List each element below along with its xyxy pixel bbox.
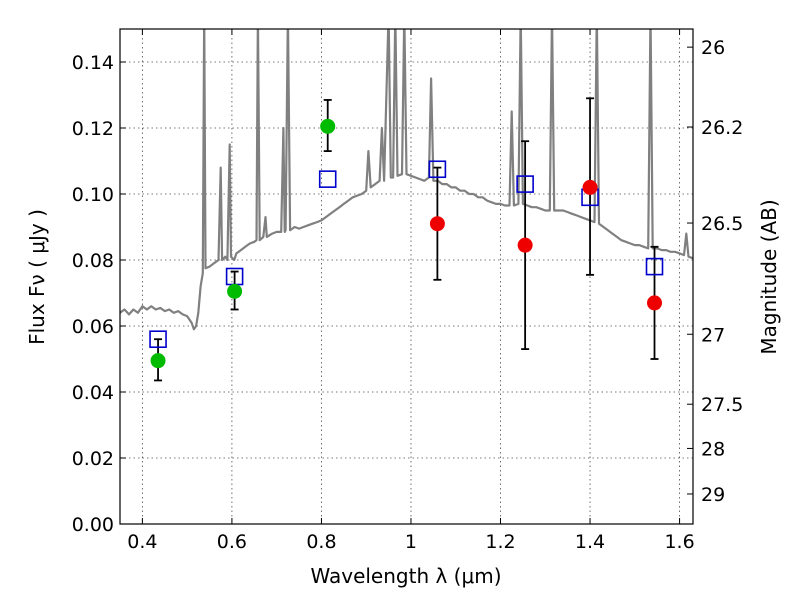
right-tick-label: 26	[701, 37, 725, 59]
y-tick-label: 0.08	[72, 250, 114, 272]
points-layer	[149, 118, 664, 369]
model-flux-square	[645, 257, 664, 276]
green-flux-point	[150, 353, 166, 369]
right-tick-label: 28	[701, 438, 725, 460]
x-tick-label: 0.4	[127, 531, 157, 553]
ticks-layer: 0.4 0.6 0.8 1 1.2 1.4 1.6 0.00 0.02 0.04 0.06 0.08 0…	[72, 29, 743, 553]
y-axis-label: Flux Fν ( μJy )	[25, 209, 49, 345]
model-flux-square	[149, 330, 167, 349]
red-flux-point	[647, 295, 663, 311]
y-tick-label: 0.10	[72, 184, 114, 206]
y-tick-label: 0.02	[72, 448, 114, 470]
model-flux-square	[318, 170, 337, 188]
right-axis-label: Magnitude (AB)	[757, 199, 781, 354]
red-flux-point	[582, 179, 598, 195]
x-axis-label: Wavelength λ (μm)	[310, 564, 501, 588]
x-tick-label: 1.4	[575, 531, 605, 553]
right-tick-label: 27	[701, 324, 725, 346]
y-tick-label: 0.14	[72, 52, 114, 74]
y-tick-label: 0.12	[72, 118, 114, 140]
red-flux-point	[517, 237, 533, 253]
y-tick-label: 0.00	[72, 514, 114, 536]
x-tick-label: 1	[405, 531, 417, 553]
x-tick-label: 1.6	[664, 531, 694, 553]
x-tick-label: 0.8	[306, 531, 336, 553]
right-tick-label: 26.5	[701, 213, 743, 235]
spectrum-layer	[120, 29, 693, 331]
plot-frame	[119, 28, 694, 525]
green-flux-point	[320, 118, 336, 134]
y-tick-label: 0.06	[72, 316, 114, 338]
green-flux-point	[227, 283, 243, 299]
model-flux-square	[516, 175, 534, 193]
right-tick-label: 26.2	[701, 117, 743, 139]
y-tick-label: 0.04	[72, 382, 114, 404]
right-tick-label: 29	[701, 484, 725, 506]
right-tick-label: 27.5	[701, 394, 743, 416]
x-tick-label: 0.6	[217, 531, 247, 553]
x-tick-label: 1.2	[485, 531, 515, 553]
red-flux-point	[429, 216, 445, 232]
spectrum-line	[120, 29, 693, 331]
model-flux-square	[428, 160, 447, 179]
